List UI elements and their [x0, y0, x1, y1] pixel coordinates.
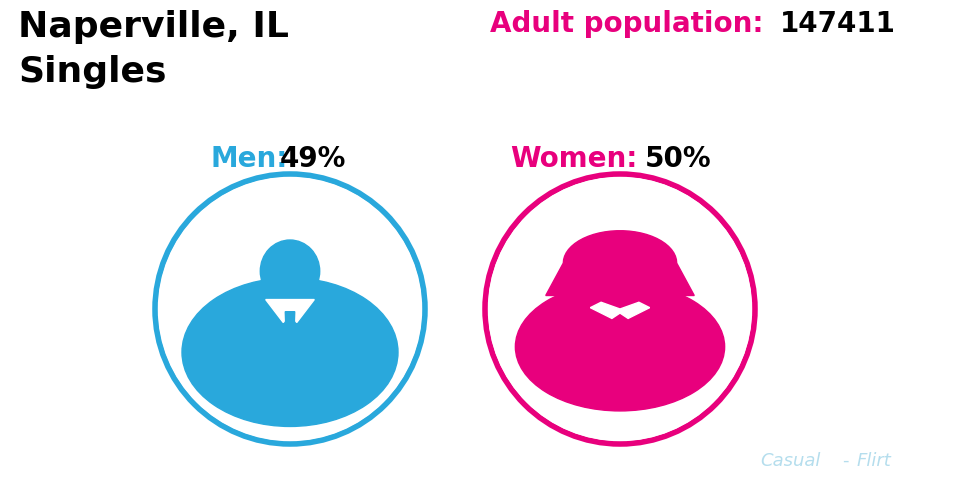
- Text: 49%: 49%: [280, 145, 347, 173]
- Text: 147411: 147411: [780, 10, 896, 38]
- Circle shape: [158, 178, 422, 441]
- Ellipse shape: [600, 240, 640, 284]
- Text: Naperville, IL: Naperville, IL: [18, 10, 289, 44]
- Text: Men:: Men:: [210, 145, 287, 173]
- FancyBboxPatch shape: [282, 293, 299, 310]
- Bar: [611, 295, 630, 311]
- Text: Singles: Singles: [18, 55, 166, 89]
- Circle shape: [488, 178, 752, 441]
- Polygon shape: [266, 300, 314, 323]
- Polygon shape: [590, 303, 650, 319]
- Text: Women:: Women:: [510, 145, 637, 173]
- Ellipse shape: [260, 240, 320, 303]
- Text: Flirt: Flirt: [857, 451, 892, 469]
- Text: -: -: [842, 451, 849, 469]
- Ellipse shape: [516, 283, 725, 411]
- Text: Casual: Casual: [760, 451, 821, 469]
- Ellipse shape: [594, 236, 646, 293]
- Polygon shape: [284, 312, 296, 359]
- Ellipse shape: [182, 279, 398, 426]
- Polygon shape: [545, 231, 694, 296]
- Text: 50%: 50%: [645, 145, 711, 173]
- Text: Adult population:: Adult population:: [490, 10, 763, 38]
